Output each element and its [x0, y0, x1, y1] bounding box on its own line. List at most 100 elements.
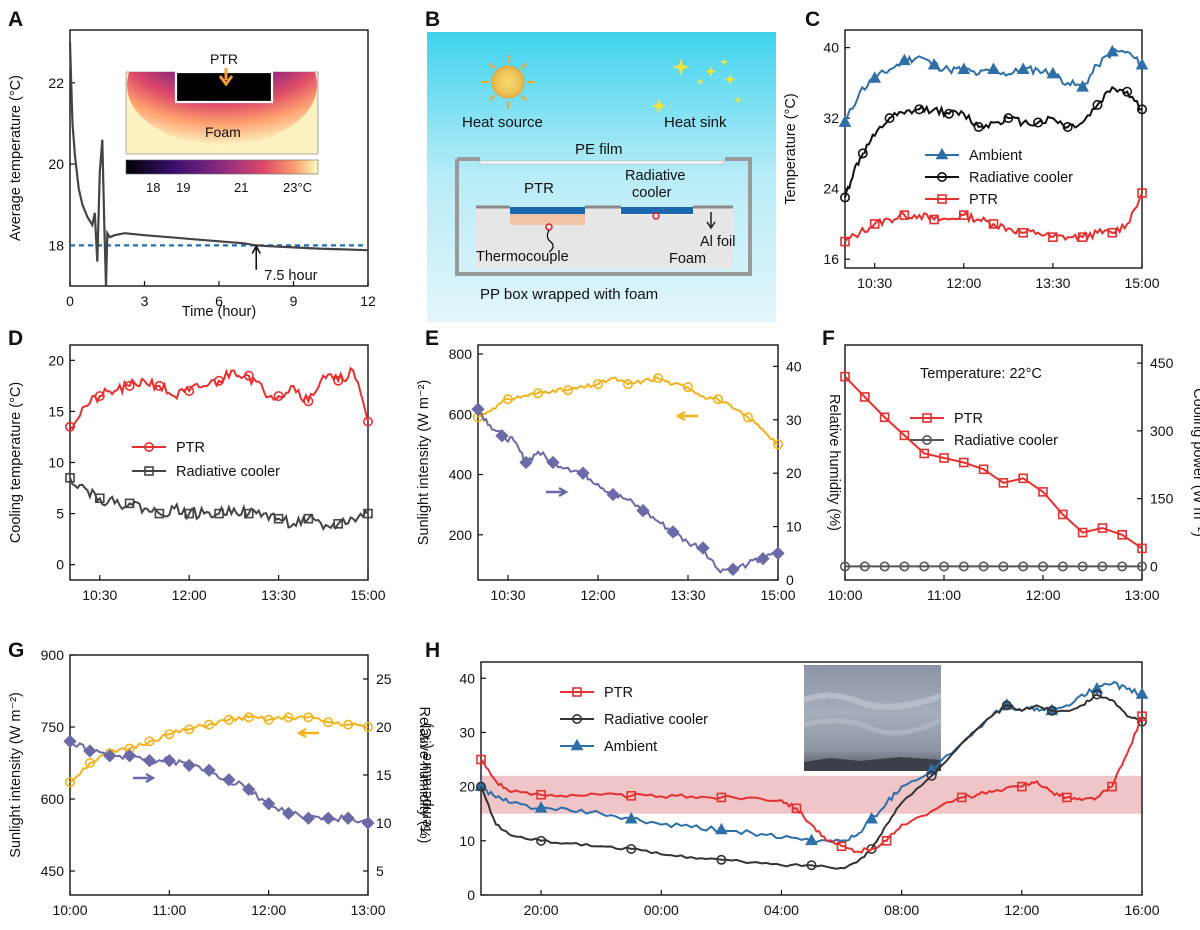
tick-label: 20:00: [524, 902, 559, 918]
label-al-foil: Al foil: [700, 234, 735, 250]
data-point: [712, 394, 723, 405]
tick-label: 600: [449, 406, 473, 422]
data-point: [919, 448, 930, 459]
label-caption: PP box wrapped with foam: [480, 286, 658, 303]
data-point: [1038, 561, 1049, 572]
label-foam: Foam: [669, 251, 706, 267]
series-line-sunlight-intensity: [69, 714, 369, 784]
data-point: [652, 373, 663, 384]
tick-label: 750: [41, 719, 65, 735]
data-point: [519, 455, 533, 470]
data-point: [742, 412, 753, 423]
tick-label: 0: [56, 557, 64, 573]
tick-label: 16:00: [1124, 902, 1159, 918]
data-point: [840, 236, 850, 247]
data-point: [914, 104, 925, 115]
data-point: [222, 773, 236, 787]
data-point: [362, 721, 373, 732]
data-point: [805, 833, 818, 846]
y-axis-label: Average temperature (°C): [8, 75, 24, 241]
y-axis-label-right: Relative humidity (%): [416, 707, 432, 844]
data-point: [1135, 58, 1149, 70]
data-point: [998, 561, 1009, 572]
data-point: [341, 811, 355, 825]
label-radiative-cooler: cooler: [632, 185, 672, 201]
data-point: [223, 714, 234, 725]
data-point: [836, 841, 847, 852]
tick-label: 400: [449, 467, 473, 483]
plot-frame: [480, 661, 1143, 896]
data-point: [471, 402, 485, 416]
series-line-radiative-cooler: [844, 85, 1143, 198]
tick-label: 40: [459, 670, 475, 686]
tick-label: 13:30: [670, 587, 705, 603]
legend-marker: [921, 434, 932, 445]
chart-title: Temperature: 22°C: [920, 366, 1042, 382]
y-axis-label: Temperature (°C): [783, 93, 799, 204]
tick-label: 12:00: [172, 587, 207, 603]
legend-label: PTR: [969, 192, 998, 208]
legend-marker: [937, 194, 947, 204]
sun-icon: [481, 55, 535, 109]
tick-label: 13:30: [261, 587, 296, 603]
data-point: [214, 375, 225, 386]
tick-label: 13:00: [1124, 587, 1159, 603]
series-line-relative-humidity: [477, 408, 779, 575]
y-axis-label-right: Cooling power (W m⁻²): [1190, 388, 1200, 537]
data-point: [1048, 232, 1058, 242]
data-point: [243, 370, 254, 381]
label-radiative-cooler: Radiative: [625, 168, 685, 184]
data-point: [771, 546, 785, 560]
data-point: [716, 854, 727, 865]
data-point: [273, 513, 284, 524]
legend-marker: [144, 441, 155, 452]
data-point: [868, 71, 882, 83]
legend-marker: [572, 687, 582, 697]
tick-label: 22: [48, 75, 64, 91]
legend-marker: [936, 172, 947, 183]
data-point: [806, 860, 817, 871]
panel-letter-c: C: [805, 8, 820, 31]
data-point: [476, 754, 486, 765]
tick-label: 15: [376, 767, 392, 783]
tick-label: 0: [1150, 558, 1158, 574]
legend-label: Ambient: [969, 148, 1022, 164]
series-line-ptr: [69, 366, 369, 430]
data-point: [1137, 543, 1147, 554]
tick-label: 10: [459, 833, 475, 849]
data-point: [919, 561, 930, 572]
data-point: [534, 801, 548, 813]
data-point: [63, 734, 77, 749]
legend-marker: [571, 713, 582, 724]
tick-label: 13:30: [1035, 275, 1070, 291]
panel-letter-f: F: [822, 327, 835, 350]
y-axis-label: Sunlight intensity (W m⁻²): [416, 380, 432, 546]
legend-label: Radiative cooler: [969, 170, 1073, 186]
data-point: [636, 503, 650, 518]
panel-letter-e: E: [425, 327, 439, 350]
panel-letter-h: H: [425, 639, 440, 662]
tick-label: 0: [467, 887, 475, 903]
stars-icon: [652, 58, 742, 113]
data-point: [899, 561, 910, 572]
tick-label: 12:00: [1004, 902, 1039, 918]
data-point: [865, 811, 878, 824]
data-point: [263, 714, 274, 725]
data-point: [973, 121, 984, 132]
data-point: [576, 466, 590, 480]
arrow-left-icon: [296, 727, 319, 739]
data-point: [1117, 530, 1127, 540]
data-point: [1038, 487, 1048, 497]
data-point: [626, 791, 637, 801]
data-point: [242, 782, 256, 797]
tick-label: 12: [360, 293, 376, 309]
data-point: [624, 811, 638, 824]
data-point: [303, 513, 314, 524]
legend-label: Radiative cooler: [604, 712, 708, 728]
legend-label: Ambient: [604, 739, 657, 755]
data-point: [202, 763, 216, 777]
legend-marker: [922, 413, 932, 423]
data-point: [94, 391, 105, 402]
data-point: [1107, 781, 1117, 792]
data-point: [83, 744, 97, 758]
